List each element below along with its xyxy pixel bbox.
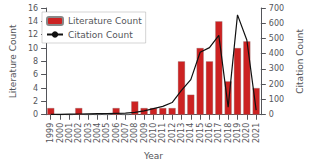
svg-text:2007: 2007: [121, 123, 130, 143]
svg-text:8: 8: [33, 57, 38, 66]
svg-text:2018: 2018: [224, 123, 233, 143]
svg-text:4: 4: [33, 84, 38, 93]
svg-text:300: 300: [269, 64, 284, 73]
svg-text:Literature Count: Literature Count: [68, 16, 142, 26]
svg-text:2016: 2016: [205, 123, 214, 143]
svg-text:600: 600: [269, 19, 284, 28]
svg-text:2005: 2005: [102, 123, 111, 143]
svg-text:2: 2: [33, 97, 38, 106]
svg-text:Literature Count: Literature Count: [8, 24, 18, 98]
svg-text:2013: 2013: [177, 123, 186, 143]
svg-text:2017: 2017: [214, 123, 223, 143]
svg-text:2002: 2002: [74, 123, 83, 143]
svg-text:10: 10: [28, 44, 38, 53]
svg-text:2020: 2020: [242, 123, 251, 143]
svg-text:6: 6: [33, 70, 38, 79]
svg-text:2021: 2021: [252, 123, 261, 143]
svg-text:Citation Count: Citation Count: [68, 30, 133, 40]
svg-text:2009: 2009: [140, 123, 149, 143]
svg-text:2010: 2010: [149, 123, 158, 143]
svg-text:12: 12: [28, 30, 38, 39]
svg-text:2008: 2008: [130, 123, 139, 143]
svg-text:0: 0: [269, 110, 274, 119]
svg-text:2000: 2000: [56, 123, 65, 143]
svg-text:500: 500: [269, 34, 284, 43]
svg-text:200: 200: [269, 80, 284, 89]
svg-text:100: 100: [269, 95, 284, 104]
svg-text:2011: 2011: [158, 123, 167, 143]
svg-text:16: 16: [28, 4, 38, 13]
svg-text:14: 14: [28, 17, 38, 26]
svg-text:2006: 2006: [112, 123, 121, 143]
svg-text:1999: 1999: [46, 123, 55, 143]
svg-text:2014: 2014: [186, 123, 195, 143]
svg-text:2004: 2004: [93, 123, 102, 143]
svg-text:2015: 2015: [196, 123, 205, 143]
svg-text:0: 0: [33, 110, 38, 119]
svg-text:Citation Count: Citation Count: [295, 29, 305, 94]
svg-text:Year: Year: [143, 151, 163, 161]
svg-text:2019: 2019: [233, 123, 242, 143]
svg-text:700: 700: [269, 4, 284, 13]
svg-text:2001: 2001: [65, 123, 74, 143]
svg-text:400: 400: [269, 49, 284, 58]
svg-text:2003: 2003: [84, 123, 93, 143]
svg-text:2012: 2012: [168, 123, 177, 143]
